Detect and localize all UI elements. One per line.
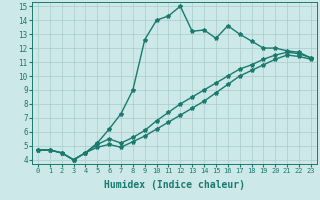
- X-axis label: Humidex (Indice chaleur): Humidex (Indice chaleur): [104, 180, 245, 190]
